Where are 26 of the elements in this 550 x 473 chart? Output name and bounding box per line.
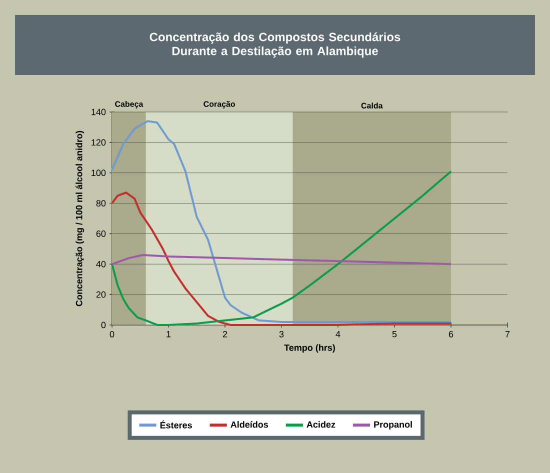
legend-label: Aldeídos (230, 421, 268, 428)
x-tick-label: 6 (448, 331, 454, 338)
y-tick-label: 100 (92, 170, 106, 176)
legend-label: Ésteres (160, 420, 192, 428)
x-tick-label: 4 (336, 331, 340, 338)
y-tick-label: 80 (96, 200, 106, 206)
y-tick-label: 20 (96, 291, 106, 298)
x-tick-label: 1 (166, 331, 171, 338)
y-tick-label: 0 (101, 322, 106, 328)
x-axis-title: Tempo (hrs) (284, 344, 335, 353)
legend-label: Propanol (374, 421, 412, 430)
y-tick-label: 140 (92, 108, 106, 116)
x-tick-label: 0 (110, 331, 114, 338)
x-tick-label: 3 (279, 331, 284, 338)
y-tick-label: 60 (96, 230, 106, 237)
chart-title: Concentração dos Compostos Secundários Durante a Destilação em Alambique (150, 32, 400, 58)
band-label: Cabeça (115, 100, 144, 108)
x-tick-label: 7 (505, 331, 510, 338)
legend-label: Acidez (306, 421, 336, 428)
y-tick-label: 40 (96, 260, 106, 268)
band-label: Coração (204, 101, 236, 108)
x-tick-label: 2 (222, 331, 228, 338)
y-axis-title: Concentração (mg / 100 ml álcool anidro) (76, 130, 84, 306)
band-label: Calda (361, 102, 383, 108)
y-tick-label: 120 (92, 139, 106, 146)
x-tick-label: 5 (392, 331, 397, 338)
